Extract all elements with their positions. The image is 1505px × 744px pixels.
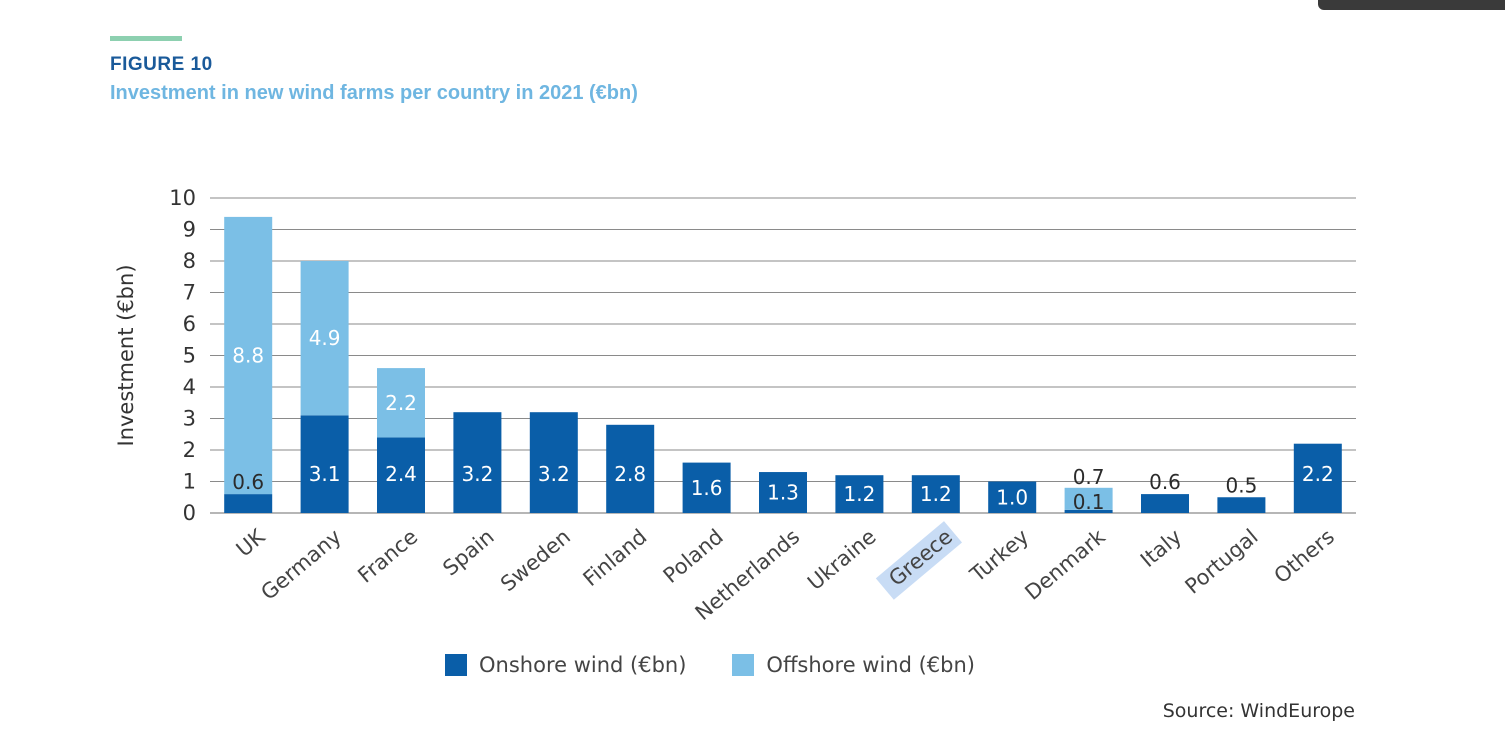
data-label-onshore-spain: 3.2 xyxy=(461,462,493,486)
figure-title: Investment in new wind farms per country… xyxy=(110,82,638,104)
x-tick-label-poland: Poland xyxy=(659,524,728,587)
data-label-onshore-ukraine: 1.2 xyxy=(843,482,875,506)
bar-onshore-turkey xyxy=(988,481,1037,513)
category-highlight-greece xyxy=(875,521,963,600)
x-tick-label-ukraine: Ukraine xyxy=(803,524,881,595)
bar-onshore-others xyxy=(1293,443,1342,513)
legend-swatch-offshore xyxy=(732,654,755,676)
data-label-onshore-netherlands: 1.3 xyxy=(767,481,799,505)
data-label-onshore-greece: 1.2 xyxy=(920,482,952,506)
x-tick-label-germany: Germany xyxy=(256,524,345,604)
y-tick-label-10: 10 xyxy=(169,186,196,210)
bar-onshore-poland xyxy=(682,462,731,513)
bar-onshore-netherlands xyxy=(759,472,807,513)
data-label-onshore-portugal: 0.5 xyxy=(1225,473,1257,497)
legend-item-onshore: Onshore wind (€bn) xyxy=(445,653,686,677)
data-label-onshore-uk: 0.6 xyxy=(232,470,264,494)
data-label-onshore-turkey: 1.0 xyxy=(996,485,1028,509)
x-tick-label-italy: Italy xyxy=(1136,524,1186,572)
x-tick-label-spain: Spain xyxy=(438,524,498,580)
data-label-offshore-germany: 4.9 xyxy=(309,326,341,350)
bar-onshore-finland xyxy=(606,424,655,513)
x-tick-label-denmark: Denmark xyxy=(1020,524,1110,605)
data-label-offshore-denmark: 0.7 xyxy=(1073,465,1105,489)
bar-onshore-ukraine xyxy=(835,475,884,513)
x-tick-label-sweden: Sweden xyxy=(496,524,575,596)
y-tick-label-0: 0 xyxy=(183,501,196,525)
legend: Onshore wind (€bn) Offshore wind (€bn) xyxy=(445,653,1013,677)
bar-onshore-spain xyxy=(453,412,502,513)
data-label-offshore-france: 2.2 xyxy=(385,391,417,415)
window-corner-widget xyxy=(1318,0,1505,10)
legend-swatch-onshore xyxy=(445,654,467,676)
data-label-onshore-finland: 2.8 xyxy=(614,462,646,486)
bar-onshore-sweden xyxy=(529,412,578,513)
x-tick-label-uk: UK xyxy=(232,524,271,562)
y-tick-label-2: 2 xyxy=(183,438,196,462)
data-label-onshore-denmark: 0.1 xyxy=(1073,490,1105,514)
data-label-onshore-france: 2.4 xyxy=(385,462,417,486)
bar-onshore-denmark xyxy=(1064,509,1113,513)
figure-label: FIGURE 10 xyxy=(110,54,213,75)
legend-item-offshore: Offshore wind (€bn) xyxy=(732,653,975,677)
y-tick-label-8: 8 xyxy=(183,249,196,273)
data-label-onshore-others: 2.2 xyxy=(1302,462,1334,486)
data-label-offshore-uk: 8.8 xyxy=(232,344,264,368)
x-tick-label-greece: Greece xyxy=(884,524,957,590)
y-tick-label-9: 9 xyxy=(183,218,196,242)
y-tick-label-5: 5 xyxy=(183,344,196,368)
x-tick-label-finland: Finland xyxy=(578,524,651,591)
figure-accent-bar xyxy=(110,36,182,41)
y-axis-label: Investment (€bn) xyxy=(114,264,138,446)
x-tick-label-portugal: Portugal xyxy=(1181,524,1263,598)
legend-label-offshore: Offshore wind (€bn) xyxy=(766,653,975,677)
data-label-onshore-germany: 3.1 xyxy=(309,462,341,486)
y-tick-label-7: 7 xyxy=(183,281,196,305)
bar-onshore-france xyxy=(377,437,425,513)
bar-offshore-denmark xyxy=(1064,487,1113,510)
x-tick-label-others: Others xyxy=(1270,524,1339,588)
data-label-onshore-italy: 0.6 xyxy=(1149,470,1181,494)
data-label-onshore-poland: 1.6 xyxy=(691,476,723,500)
y-tick-label-6: 6 xyxy=(183,312,196,336)
y-tick-label-3: 3 xyxy=(183,407,196,431)
x-tick-label-turkey: Turkey xyxy=(965,524,1034,587)
source-note: Source: WindEurope xyxy=(1162,700,1355,722)
bar-onshore-germany xyxy=(300,415,349,513)
bar-offshore-uk xyxy=(224,216,273,495)
bar-onshore-greece xyxy=(911,475,960,513)
y-tick-label-4: 4 xyxy=(183,375,196,399)
bar-offshore-france xyxy=(377,368,425,438)
x-tick-label-france: France xyxy=(353,524,422,587)
legend-label-onshore: Onshore wind (€bn) xyxy=(479,653,687,677)
bar-onshore-italy xyxy=(1141,494,1189,513)
bar-onshore-uk xyxy=(224,494,273,513)
bar-onshore-portugal xyxy=(1217,497,1266,513)
y-tick-label-1: 1 xyxy=(183,470,196,494)
data-label-onshore-sweden: 3.2 xyxy=(538,462,570,486)
bar-offshore-germany xyxy=(300,261,349,416)
